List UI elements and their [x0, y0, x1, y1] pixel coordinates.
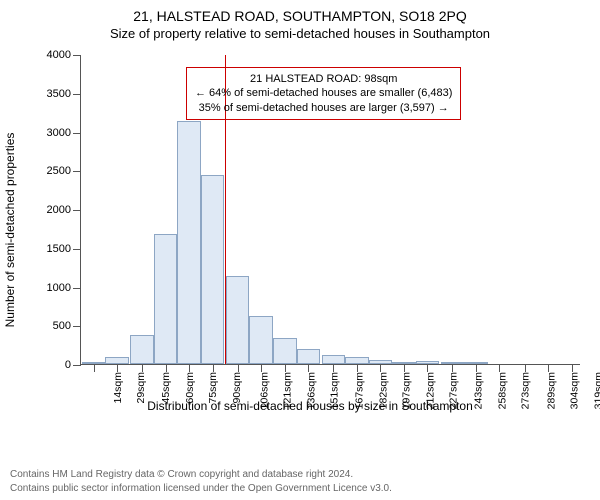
histogram-bar	[154, 234, 178, 364]
x-tick	[548, 364, 549, 372]
y-tick-label: 3500	[47, 88, 81, 100]
histogram-bar	[201, 175, 225, 364]
histogram-bar	[297, 349, 321, 365]
y-tick-label: 1500	[47, 243, 81, 255]
x-tick	[308, 364, 309, 372]
x-tick-label: 319sqm	[590, 372, 600, 409]
y-tick-label: 2500	[47, 165, 81, 177]
x-tick	[357, 364, 358, 372]
x-tick	[189, 364, 190, 372]
histogram-bar	[226, 276, 250, 364]
histogram-bar	[130, 335, 154, 364]
footer-copyright-2: Contains public sector information licen…	[10, 483, 392, 494]
x-tick	[499, 364, 500, 372]
plot-area: 21 HALSTEAD ROAD: 98sqm ← 64% of semi-de…	[80, 55, 580, 365]
legend-line-1: 21 HALSTEAD ROAD: 98sqm	[195, 72, 452, 86]
chart-legend: 21 HALSTEAD ROAD: 98sqm ← 64% of semi-de…	[186, 67, 461, 120]
x-tick	[572, 364, 573, 372]
histogram-chart: Number of semi-detached properties 21 HA…	[30, 45, 590, 415]
x-tick	[333, 364, 334, 372]
x-tick	[238, 364, 239, 372]
x-tick	[142, 364, 143, 372]
x-tick	[94, 364, 95, 372]
x-tick	[427, 364, 428, 372]
x-tick	[213, 364, 214, 372]
page-subtitle: Size of property relative to semi-detach…	[0, 24, 600, 45]
histogram-bar	[177, 121, 201, 364]
y-tick-label: 3000	[47, 127, 81, 139]
y-axis-label: Number of semi-detached properties	[3, 133, 17, 328]
legend-line-2: ← 64% of semi-detached houses are smalle…	[195, 86, 452, 100]
x-tick	[166, 364, 167, 372]
footer-copyright-1: Contains HM Land Registry data © Crown c…	[10, 469, 353, 480]
y-tick-label: 2000	[47, 204, 81, 216]
histogram-bar	[249, 316, 273, 364]
legend-line-3: 35% of semi-detached houses are larger (…	[195, 101, 452, 115]
histogram-bar	[273, 338, 297, 364]
y-tick-label: 500	[53, 320, 81, 332]
y-tick-label: 4000	[47, 49, 81, 61]
page-title: 21, HALSTEAD ROAD, SOUTHAMPTON, SO18 2PQ	[0, 0, 600, 24]
histogram-bar	[105, 357, 129, 364]
x-tick	[285, 364, 286, 372]
y-tick-label: 1000	[47, 282, 81, 294]
x-tick	[261, 364, 262, 372]
y-tick-label: 0	[65, 359, 81, 371]
x-tick	[380, 364, 381, 372]
x-tick	[476, 364, 477, 372]
histogram-bar	[345, 357, 369, 364]
x-axis-label: Distribution of semi-detached houses by …	[30, 399, 590, 413]
x-tick	[525, 364, 526, 372]
x-tick	[404, 364, 405, 372]
x-tick	[452, 364, 453, 372]
histogram-bar	[322, 355, 346, 364]
x-tick	[117, 364, 118, 372]
